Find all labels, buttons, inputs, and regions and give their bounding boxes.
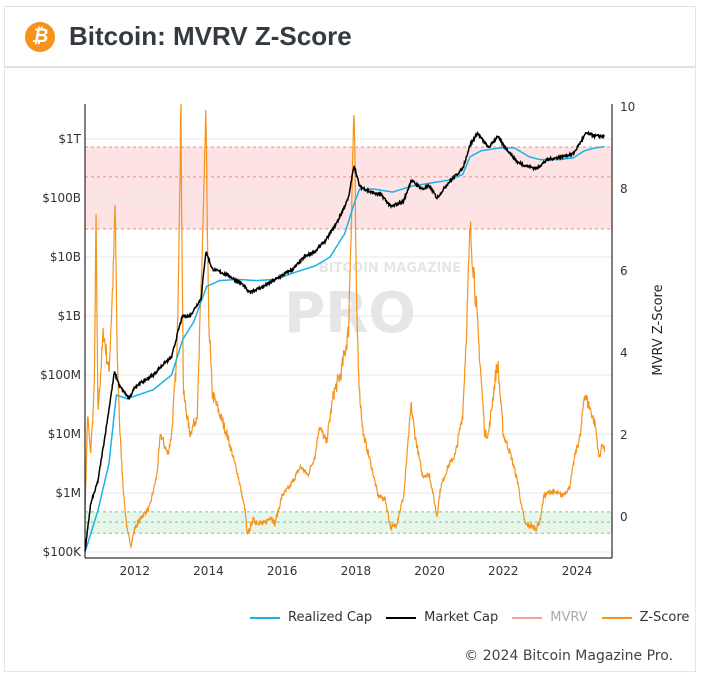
x-tick-label: 2024	[562, 564, 593, 578]
red-zone-band	[85, 147, 612, 229]
legend-label: MVRV	[550, 610, 588, 625]
header: ₿ Bitcoin: MVRV Z-Score	[4, 6, 696, 68]
left-tick-label: $100B	[42, 191, 81, 205]
left-tick-label: $10B	[50, 250, 81, 264]
bitcoin-logo-icon: ₿	[25, 21, 55, 52]
left-tick-label: $1B	[57, 309, 81, 323]
right-tick-label: 8	[620, 182, 628, 196]
legend-swatch	[386, 616, 417, 619]
watermark: BITCOIN MAGAZINE PRO	[284, 261, 461, 346]
x-tick-label: 2022	[488, 564, 519, 578]
series-z-score	[84, 103, 606, 550]
left-tick-label: $10M	[48, 427, 81, 441]
x-tick-label: 2016	[267, 564, 298, 578]
legend-item-mvrv[interactable]: MVRV	[512, 610, 588, 625]
right-axis-label: MVRV Z-Score	[651, 284, 666, 375]
legend-swatch	[512, 616, 543, 619]
page-title: Bitcoin: MVRV Z-Score	[69, 21, 352, 51]
left-tick-label: $100K	[43, 545, 83, 559]
series-realized-cap	[84, 145, 605, 553]
green-zone-band	[85, 511, 612, 534]
x-tick-label: 2014	[193, 564, 224, 578]
left-tick-label: $1M	[55, 486, 81, 500]
right-tick-label: 0	[620, 510, 628, 524]
legend-item-z-score[interactable]: Z-Score	[601, 610, 690, 625]
watermark-line1: BITCOIN MAGAZINE	[319, 261, 461, 276]
legend: Realized Cap Market Cap MVRV Z-Score	[250, 610, 689, 625]
right-tick-label: 10	[620, 100, 635, 114]
right-tick-label: 2	[620, 428, 628, 442]
legend-item-realized-cap[interactable]: Realized Cap	[250, 610, 372, 625]
legend-label: Z-Score	[639, 610, 690, 625]
series-market-cap	[84, 130, 605, 551]
chart-panel	[4, 68, 696, 672]
right-tick-label: 4	[620, 346, 628, 360]
x-tick-label: 2018	[341, 564, 372, 578]
left-tick-label: $1T	[58, 132, 81, 146]
copyright: © 2024 Bitcoin Magazine Pro.	[464, 648, 673, 664]
legend-item-market-cap[interactable]: Market Cap	[386, 610, 498, 625]
right-tick-label: 6	[620, 264, 628, 278]
legend-label: Realized Cap	[288, 610, 373, 625]
legend-swatch	[250, 616, 280, 619]
left-tick-label: $100M	[40, 368, 81, 382]
legend-swatch	[601, 616, 632, 619]
legend-label: Market Cap	[424, 610, 499, 625]
x-tick-label: 2012	[119, 564, 150, 578]
x-tick-label: 2020	[414, 564, 445, 578]
